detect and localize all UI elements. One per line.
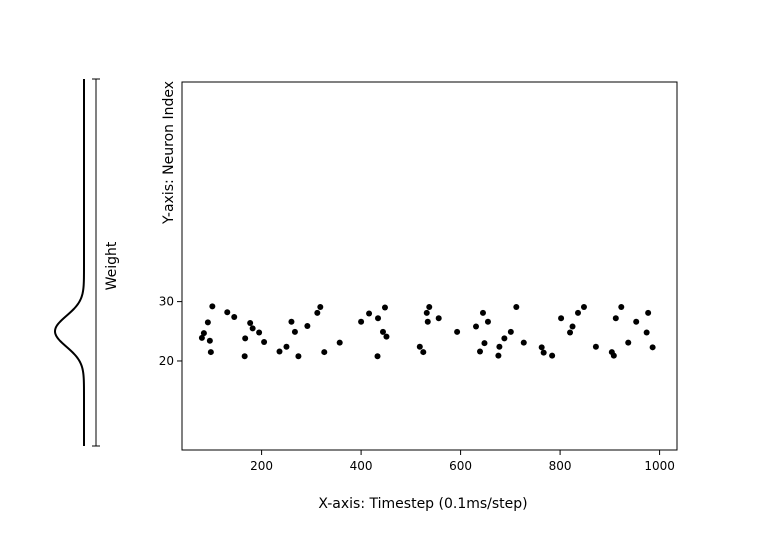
data-point — [575, 309, 581, 316]
data-point — [276, 348, 283, 355]
data-point — [435, 315, 442, 322]
data-point — [423, 309, 430, 316]
data-point — [625, 339, 632, 346]
y-axis-label: Y-axis: Neuron Index — [161, 81, 177, 225]
weight-label: Weight — [104, 241, 120, 290]
data-point — [198, 334, 205, 341]
data-point — [424, 318, 431, 325]
data-point — [538, 344, 545, 351]
data-point — [592, 343, 599, 350]
data-point — [200, 330, 207, 337]
x-ticks: 200 400 600 800 1000 — [250, 450, 675, 473]
data-point — [473, 323, 480, 330]
data-point — [256, 329, 263, 336]
data-point — [366, 310, 373, 317]
data-point — [379, 328, 386, 335]
x-tick-label: 1000 — [644, 459, 675, 473]
data-point — [481, 340, 488, 347]
data-point — [283, 343, 290, 350]
data-point — [520, 339, 527, 346]
y-tick-label: 20 — [159, 354, 174, 368]
data-point — [649, 344, 656, 351]
data-point — [643, 329, 650, 336]
x-axis-label: X-axis: Timestep (0.1ms/step) — [318, 496, 527, 512]
data-point — [618, 303, 625, 310]
data-point — [249, 325, 256, 332]
data-point — [295, 353, 302, 360]
data-point — [288, 318, 295, 325]
data-point — [375, 315, 382, 322]
data-point — [549, 352, 556, 359]
data-point — [426, 303, 433, 310]
data-points — [198, 303, 656, 360]
data-point — [645, 309, 652, 316]
weight-curve — [54, 79, 85, 446]
data-point — [420, 349, 427, 356]
data-point — [569, 323, 576, 330]
x-tick-label: 600 — [449, 459, 472, 473]
data-point — [496, 343, 503, 350]
data-point — [454, 328, 461, 335]
data-point — [495, 352, 502, 359]
data-point — [501, 335, 508, 342]
data-point — [291, 328, 298, 335]
data-point — [231, 314, 238, 321]
data-point — [242, 335, 249, 342]
data-point — [241, 353, 248, 360]
data-point — [358, 318, 365, 325]
data-point — [580, 303, 587, 310]
data-point — [321, 349, 328, 356]
data-point — [336, 339, 343, 346]
data-point — [374, 353, 381, 360]
data-point — [383, 333, 390, 340]
data-point — [507, 328, 514, 335]
data-point — [567, 329, 574, 336]
data-point — [314, 309, 321, 316]
x-tick-label: 200 — [250, 459, 273, 473]
weight-panel: Weight — [54, 78, 120, 447]
data-point — [381, 304, 388, 311]
data-point — [317, 303, 324, 310]
data-point — [207, 349, 214, 356]
data-point — [204, 319, 211, 326]
data-point — [247, 319, 254, 326]
data-point — [484, 318, 491, 325]
x-tick-label: 400 — [350, 459, 373, 473]
data-point — [304, 322, 311, 329]
plot-frame — [181, 81, 678, 451]
data-point — [476, 348, 483, 355]
data-point — [633, 318, 640, 325]
y-tick-label: 30 — [159, 295, 174, 309]
data-point — [261, 338, 268, 345]
data-point — [209, 303, 216, 310]
data-point — [540, 349, 547, 356]
data-point — [206, 337, 213, 344]
x-tick-label: 800 — [549, 459, 572, 473]
data-point — [513, 303, 520, 310]
data-point — [224, 309, 231, 316]
data-point — [558, 315, 565, 322]
data-point — [612, 315, 619, 322]
data-point — [610, 352, 617, 359]
data-point — [416, 343, 423, 350]
data-point — [479, 309, 486, 316]
